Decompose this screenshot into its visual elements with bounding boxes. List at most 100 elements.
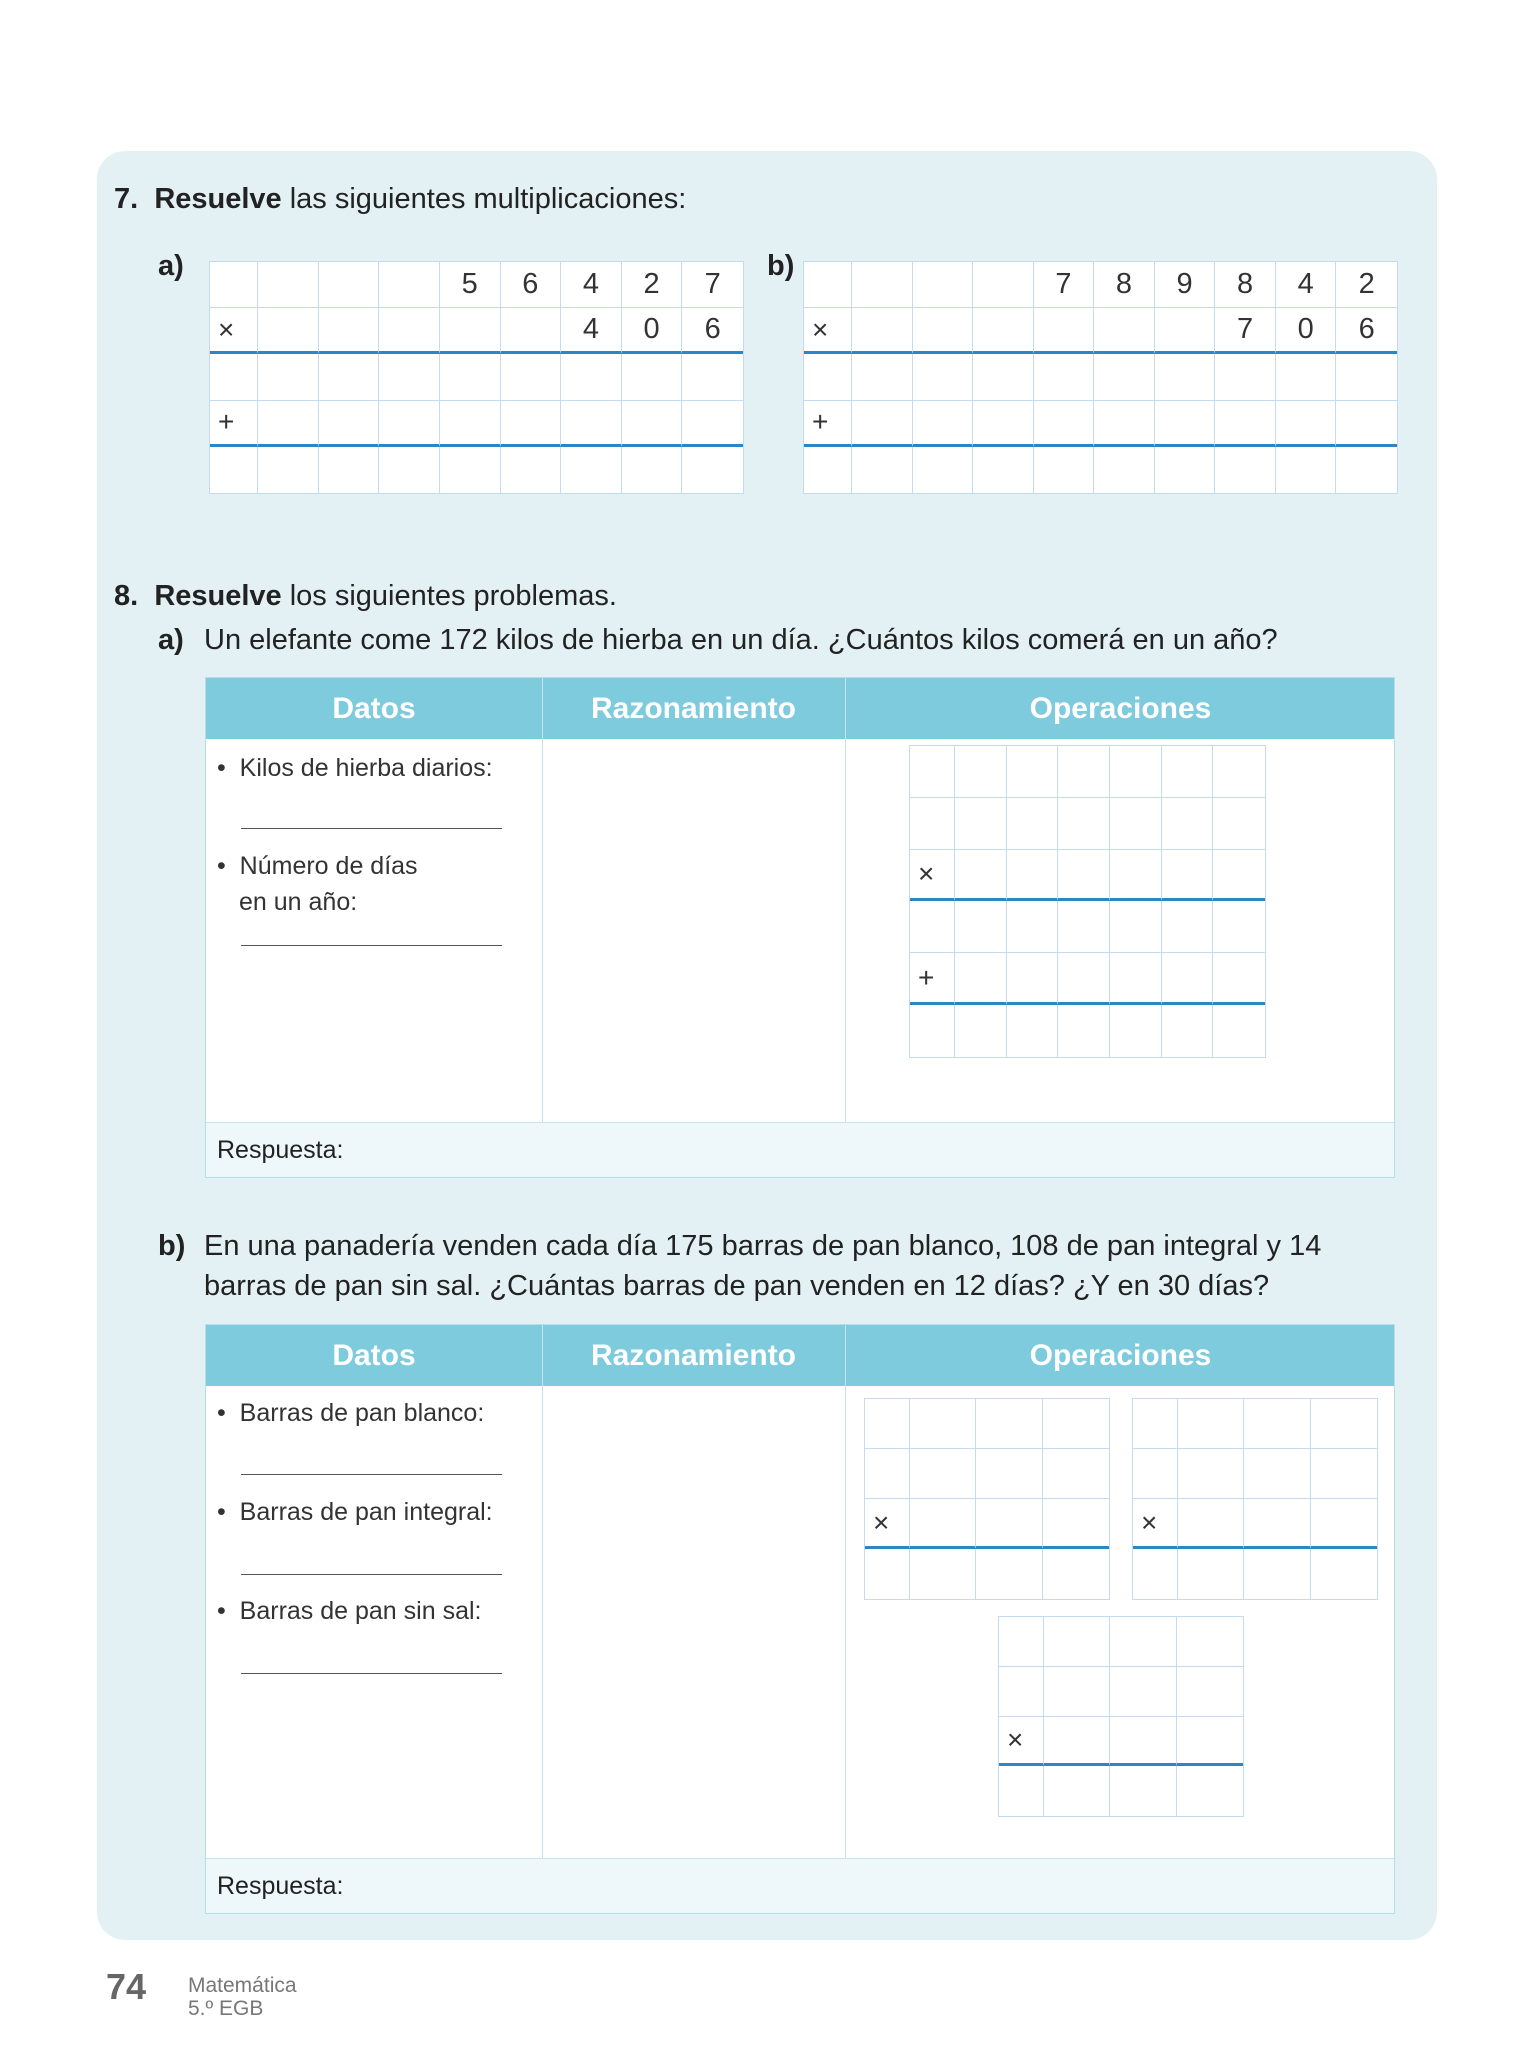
answer-cell[interactable] — [1058, 1005, 1110, 1057]
answer-cell[interactable] — [976, 1499, 1043, 1549]
answer-cell[interactable] — [1275, 354, 1337, 401]
answer-cell[interactable] — [973, 354, 1034, 401]
answer-cell[interactable] — [682, 401, 743, 447]
answer-cell[interactable] — [973, 308, 1034, 355]
answer-cell[interactable] — [1336, 447, 1397, 493]
answer-cell[interactable] — [561, 400, 622, 447]
answer-cell[interactable] — [1244, 1399, 1311, 1449]
answer-cell[interactable] — [1215, 354, 1276, 401]
answer-cell[interactable] — [561, 354, 622, 401]
answer-cell[interactable] — [955, 797, 1007, 850]
answer-cell[interactable] — [501, 446, 562, 493]
answer-cell[interactable] — [912, 400, 974, 447]
answer-cell[interactable] — [1154, 354, 1216, 401]
answer-cell[interactable] — [1178, 1499, 1245, 1549]
answer-cell[interactable] — [1215, 400, 1276, 447]
answer-cell[interactable] — [1161, 849, 1214, 902]
answer-cell[interactable] — [912, 308, 974, 355]
answer-cell[interactable] — [1094, 400, 1155, 447]
answer-cell[interactable] — [976, 1549, 1043, 1599]
answer-cell[interactable] — [1110, 849, 1162, 902]
answer-cell[interactable] — [973, 400, 1034, 447]
answer-cell[interactable] — [318, 262, 380, 309]
answer-cell[interactable] — [910, 1449, 977, 1499]
answer-cell[interactable] — [1213, 850, 1265, 902]
answer-cell[interactable] — [955, 746, 1007, 798]
answer-cell[interactable] — [622, 446, 683, 493]
answer-cell[interactable] — [561, 446, 622, 493]
answer-cell[interactable] — [210, 354, 258, 401]
answer-cell[interactable] — [1110, 1716, 1177, 1767]
answer-cell[interactable] — [912, 262, 974, 309]
answer-cell[interactable] — [682, 354, 743, 401]
answer-cell[interactable] — [1006, 746, 1059, 798]
answer-cell[interactable] — [1110, 901, 1162, 954]
answer-cell[interactable] — [1244, 1499, 1311, 1549]
answer-cell[interactable] — [258, 446, 319, 493]
answer-cell[interactable] — [852, 400, 913, 447]
answer-cell[interactable] — [1155, 446, 1216, 493]
answer-cell[interactable] — [1215, 446, 1276, 493]
answer-cell[interactable] — [1044, 1766, 1111, 1816]
answer-cell[interactable] — [1161, 746, 1214, 798]
answer-cell[interactable] — [1094, 354, 1155, 401]
answer-cell[interactable] — [379, 262, 440, 309]
answer-cell[interactable] — [976, 1399, 1043, 1449]
answer-cell[interactable] — [852, 308, 913, 355]
answer-cell[interactable] — [865, 1449, 910, 1499]
answer-cell[interactable] — [1110, 1005, 1162, 1057]
answer-cell[interactable] — [910, 1549, 977, 1599]
answer-cell[interactable] — [910, 746, 955, 798]
answer-cell[interactable] — [439, 400, 501, 447]
answer-cell[interactable] — [1213, 953, 1265, 1006]
answer-cell[interactable] — [955, 901, 1007, 954]
answer-cell[interactable] — [1110, 746, 1162, 798]
answer-cell[interactable] — [973, 262, 1034, 309]
answer-cell[interactable] — [1042, 1449, 1109, 1499]
answer-cell[interactable] — [621, 354, 683, 401]
answer-line[interactable] — [241, 1474, 502, 1475]
answer-cell[interactable] — [910, 1005, 955, 1057]
answer-cell[interactable] — [1276, 446, 1337, 493]
answer-cell[interactable] — [910, 797, 955, 850]
answer-cell[interactable] — [1133, 1549, 1178, 1599]
answer-cell[interactable] — [1007, 1005, 1059, 1057]
answer-cell[interactable] — [258, 308, 319, 355]
answer-cell[interactable] — [1310, 1499, 1377, 1549]
answer-cell[interactable] — [1094, 308, 1155, 355]
answer-cell[interactable] — [1044, 1666, 1111, 1717]
respuesta-row[interactable]: Respuesta: — [206, 1858, 1394, 1913]
answer-cell[interactable] — [1033, 400, 1095, 447]
answer-cell[interactable] — [955, 849, 1007, 902]
answer-cell[interactable] — [976, 1449, 1043, 1499]
answer-cell[interactable] — [1110, 1666, 1177, 1717]
answer-cell[interactable] — [1154, 400, 1216, 447]
answer-cell[interactable] — [999, 1666, 1044, 1717]
answer-cell[interactable] — [1213, 901, 1265, 954]
answer-cell[interactable] — [319, 446, 380, 493]
answer-cell[interactable] — [852, 354, 913, 401]
answer-cell[interactable] — [1058, 849, 1110, 902]
answer-cell[interactable] — [500, 400, 562, 447]
answer-cell[interactable] — [912, 354, 974, 401]
answer-cell[interactable] — [1133, 1399, 1178, 1449]
answer-cell[interactable] — [379, 400, 440, 447]
answer-cell[interactable] — [955, 953, 1007, 1006]
answer-cell[interactable] — [210, 262, 258, 309]
answer-cell[interactable] — [1161, 901, 1214, 954]
answer-cell[interactable] — [1176, 1617, 1243, 1667]
answer-cell[interactable] — [210, 446, 258, 493]
answer-cell[interactable] — [1042, 1499, 1109, 1549]
answer-line[interactable] — [241, 828, 502, 829]
answer-cell[interactable] — [852, 262, 913, 309]
answer-cell[interactable] — [1176, 1717, 1243, 1767]
answer-cell[interactable] — [621, 400, 683, 447]
answer-cell[interactable] — [1006, 797, 1059, 850]
answer-cell[interactable] — [804, 262, 852, 309]
answer-cell[interactable] — [1244, 1449, 1311, 1499]
answer-cell[interactable] — [1133, 1449, 1178, 1499]
answer-cell[interactable] — [500, 308, 562, 355]
answer-cell[interactable] — [1244, 1549, 1311, 1599]
answer-cell[interactable] — [258, 400, 319, 447]
answer-cell[interactable] — [1176, 1667, 1243, 1717]
